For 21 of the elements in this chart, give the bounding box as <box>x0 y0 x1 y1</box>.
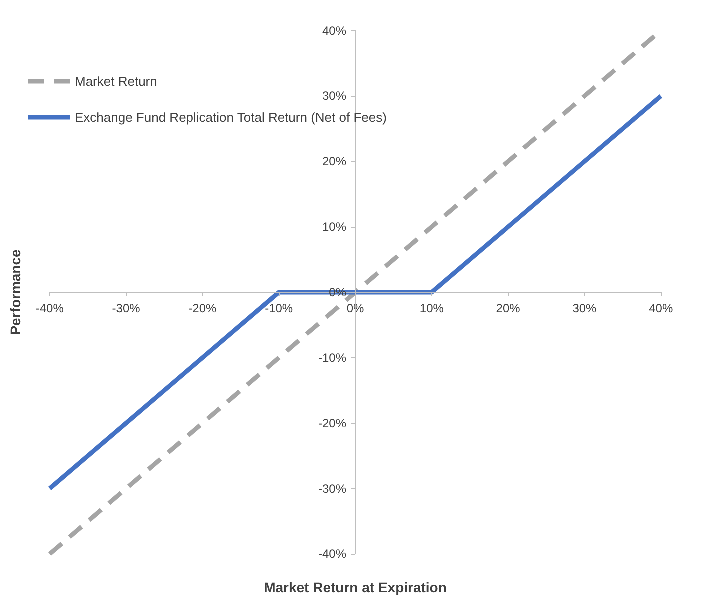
y-tick-label: 20% <box>322 154 347 169</box>
x-tick-label: -10% <box>265 302 294 316</box>
y-tick-label: 30% <box>322 89 347 104</box>
x-tick-label: -20% <box>188 302 218 316</box>
y-tick-label: -20% <box>318 416 347 430</box>
x-tick-label: 10% <box>420 302 444 316</box>
y-tick-label: 10% <box>322 220 347 234</box>
legend-label: Market Return <box>75 74 158 88</box>
y-axis-title: Performance <box>8 249 24 336</box>
y-tick-label: -40% <box>318 547 347 562</box>
x-tick-label: 30% <box>572 302 598 316</box>
x-axis-title: Market Return at Expiration <box>264 580 447 596</box>
x-tick-label: 40% <box>649 302 674 316</box>
x-tick-label: 20% <box>496 302 521 316</box>
x-tick-label: -40% <box>36 302 64 316</box>
y-tick-label: -10% <box>318 350 347 365</box>
y-tick-label: 40% <box>322 24 347 38</box>
legend-label: Exchange Fund Replication Total Return (Net of Fees) <box>75 110 387 124</box>
x-tick-label: 0% <box>346 302 364 316</box>
y-tick-label: -30% <box>318 482 347 496</box>
x-tick-label: -30% <box>112 302 141 316</box>
